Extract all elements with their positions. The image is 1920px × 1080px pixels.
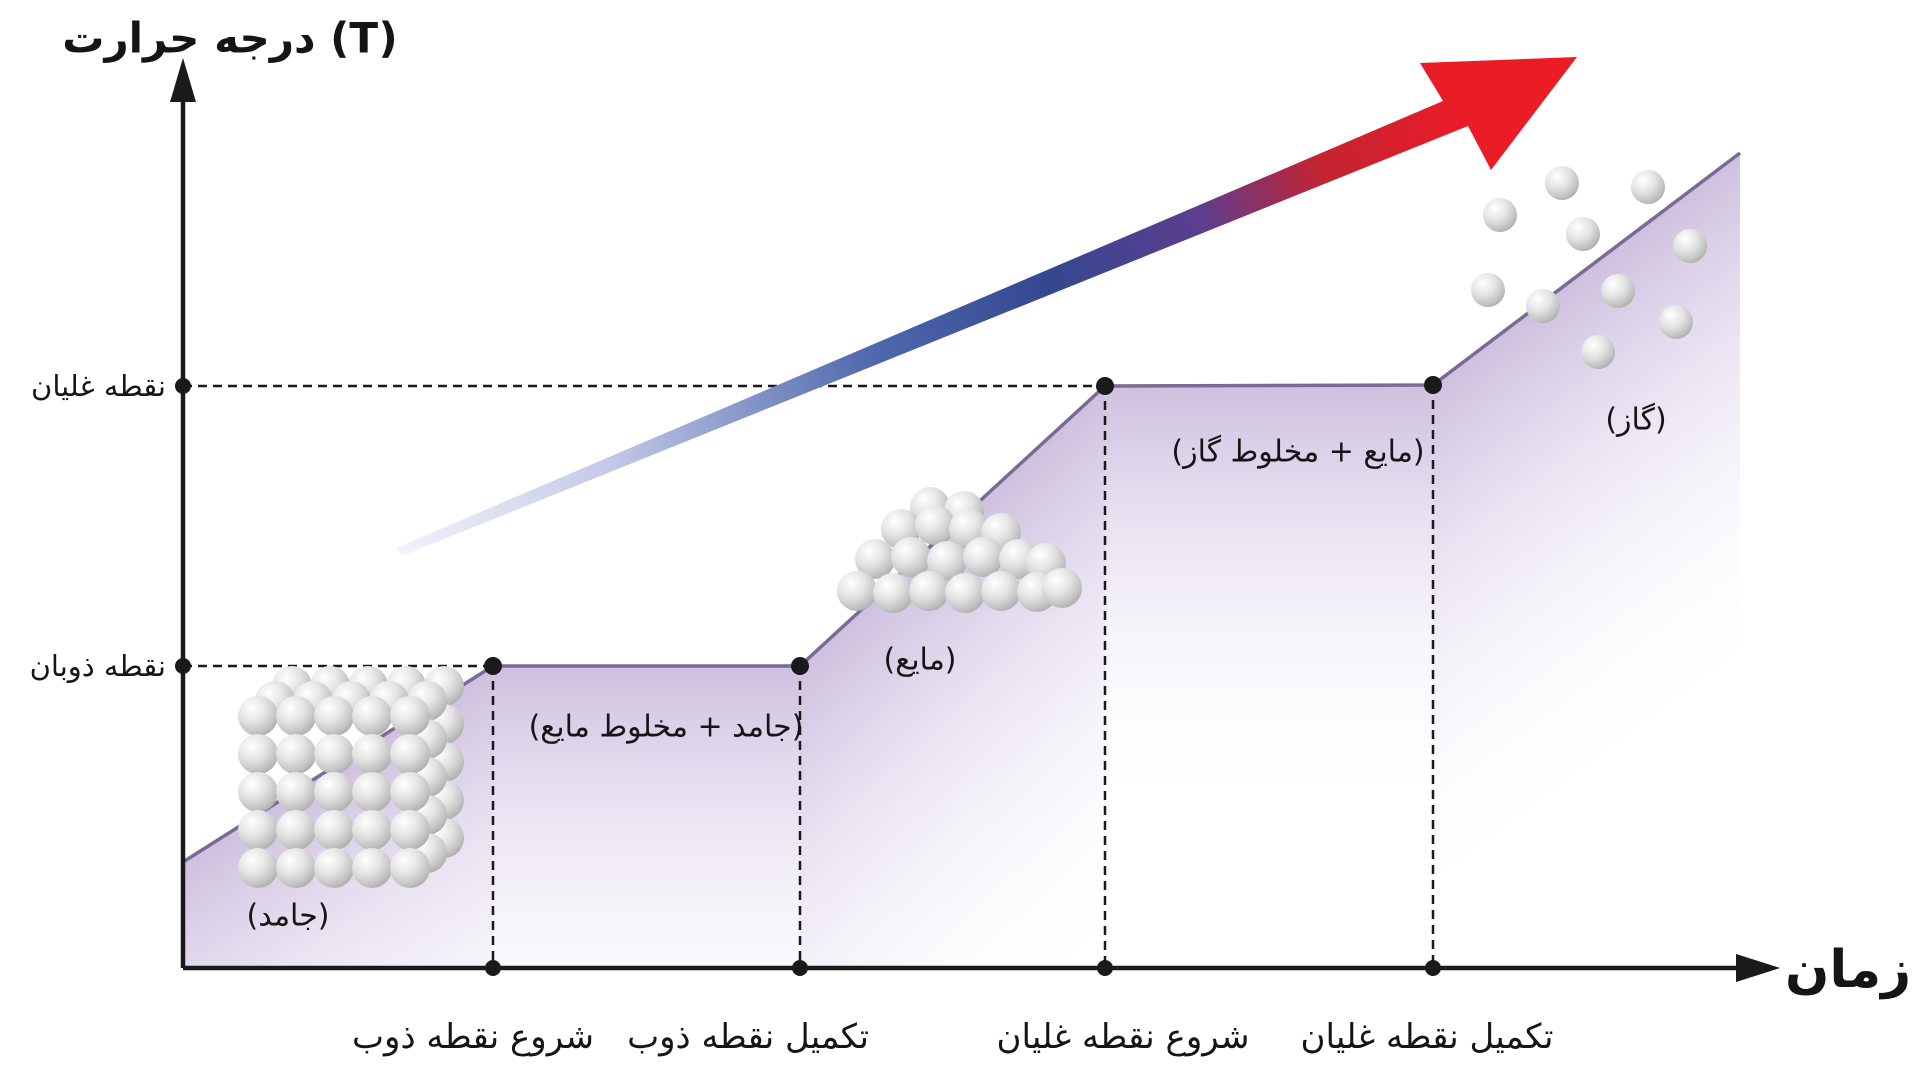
phase-liquid-label: (مایع) <box>883 642 957 678</box>
curve-fill <box>183 153 1740 968</box>
milestone-boil-start: شروع نقطه غلیان <box>996 1017 1250 1057</box>
gas-particles-illustration <box>1471 166 1707 369</box>
guide-dashed-lines <box>183 384 1435 968</box>
x-axis-title: زمان <box>1784 940 1912 1000</box>
phase-gas-label: (گاز) <box>1605 402 1667 438</box>
solid-particles-illustration <box>238 666 464 888</box>
x-axis-arrowhead <box>1736 954 1780 982</box>
phase-solid-label: (جامد) <box>246 898 330 934</box>
phase-liquid-gas-label: (مایع + مخلوط گاز) <box>1171 434 1425 470</box>
tick-melting-point: نقطه ذوبان <box>29 649 166 683</box>
temperature-gradient-arrow <box>396 57 1577 556</box>
x-axis <box>183 954 1780 982</box>
phase-solid-liquid-label: (جامد + مخلوط مایع) <box>528 709 804 745</box>
milestone-boil-complete: تکمیل نقطه غلیان <box>1300 1017 1554 1057</box>
liquid-particles-illustration <box>837 487 1082 613</box>
tick-boiling-point: نقطه غلیان <box>31 369 166 403</box>
milestone-melt-start: شروع نقطه ذوب <box>352 1017 594 1057</box>
y-axis-arrowhead <box>170 58 196 102</box>
milestone-melt-complete: تکمیل نقطه ذوب <box>627 1017 869 1057</box>
y-axis <box>170 58 196 968</box>
y-axis-title: درجه حرارت (T) <box>62 13 398 63</box>
